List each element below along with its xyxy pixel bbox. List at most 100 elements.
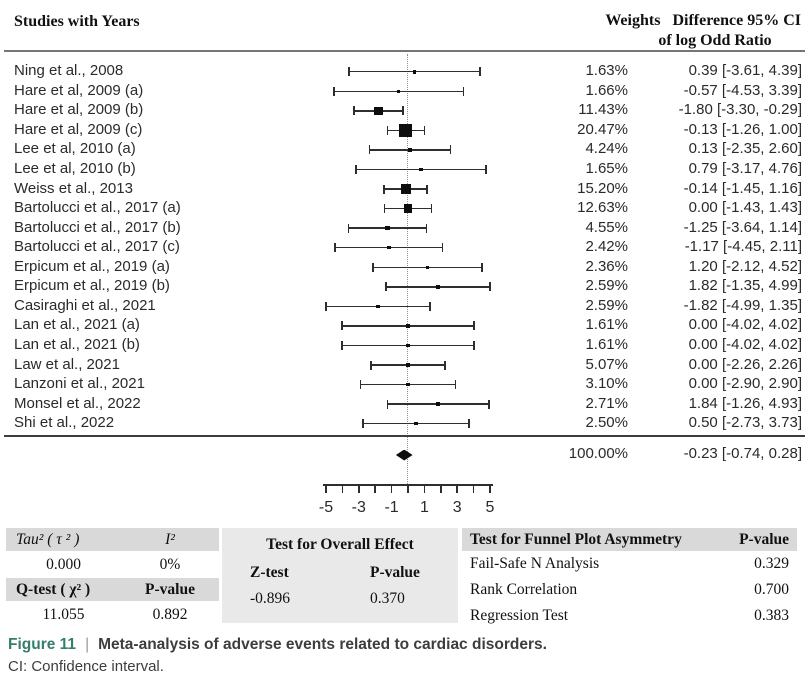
ci-cap-right <box>402 106 405 116</box>
x-axis-tick <box>456 485 458 493</box>
weight-value: 4.55% <box>585 218 628 236</box>
caption-separator: | <box>85 636 90 653</box>
fail-safe-label: Fail-Safe N Analysis <box>470 555 600 572</box>
caption-note: CI: Confidence interval. <box>8 658 164 675</box>
weight-value: 3.10% <box>585 375 628 393</box>
tau-squared-value: 0.000 <box>46 555 81 573</box>
x-axis-tick-label: -5 <box>318 499 334 516</box>
study-label: Hare et al, 2009 (a) <box>14 81 144 99</box>
study-label: Casiraghi et al., 2021 <box>14 296 156 314</box>
weight-value: 11.43% <box>578 101 628 119</box>
regression-test-value: 0.383 <box>754 607 789 624</box>
point-estimate-marker <box>400 184 411 195</box>
ci-cap-right <box>479 67 481 77</box>
study-label: Hare et al, 2009 (c) <box>14 120 143 138</box>
difference-column-header-line2: of log Odd Ratio <box>658 32 772 49</box>
overall-effect-title: Test for Overall Effect <box>266 536 414 553</box>
weight-value: 1.61% <box>585 316 628 334</box>
ci-cap-right <box>449 145 452 155</box>
ci-cap-left <box>372 262 375 272</box>
x-axis-tick <box>407 485 409 493</box>
ci-cap-right <box>426 184 428 194</box>
ci-value: 0.79 [-3.17, 4.76] <box>688 160 802 178</box>
ci-cap-left <box>383 184 385 194</box>
point-estimate-marker <box>419 167 423 172</box>
ci-cap-left <box>325 301 327 311</box>
q-test-value: 11.055 <box>42 605 85 623</box>
study-label: Bartolucci et al., 2017 (a) <box>14 199 181 217</box>
x-axis-tick <box>472 485 475 493</box>
difference-column-header-line1: Difference 95% CI <box>672 12 801 29</box>
ci-value: -1.17 [-4.45, 2.11] <box>684 238 802 256</box>
z-test-value: -0.896 <box>250 590 291 607</box>
weight-value: 2.36% <box>585 257 628 275</box>
study-label: Bartolucci et al., 2017 (b) <box>14 218 181 236</box>
point-estimate-marker <box>374 106 383 115</box>
ci-value: 0.39 [-3.61, 4.39] <box>688 62 802 80</box>
ci-cap-right <box>481 262 483 272</box>
weights-column-header: Weights <box>605 12 661 29</box>
ci-cap-right <box>430 204 433 214</box>
weight-value: 15.20% <box>577 179 628 197</box>
point-estimate-marker <box>406 382 410 387</box>
study-label: Weiss et al., 2013 <box>14 179 133 197</box>
ci-value: 0.00 [-2.26, 2.26] <box>688 355 802 373</box>
point-estimate-marker <box>396 89 401 94</box>
point-estimate-marker <box>436 285 440 289</box>
ci-cap-right <box>429 301 431 311</box>
ci-value: 0.00 [-4.02, 4.02] <box>688 335 802 353</box>
study-label: Monsel et al., 2022 <box>14 394 141 412</box>
ci-value: 1.20 [-2.12, 4.52] <box>688 257 802 275</box>
weight-value: 2.50% <box>585 414 628 432</box>
weight-value: 2.59% <box>585 277 628 295</box>
study-label: Erpicum et al., 2019 (b) <box>14 277 170 295</box>
weight-value: 20.47% <box>577 120 628 138</box>
point-estimate-marker <box>403 204 413 213</box>
ci-cap-right <box>444 360 446 370</box>
x-axis-tick <box>358 485 360 493</box>
heterogeneity-table: Tau² ( τ ² ) I² 0.000 0% Q-test ( χ² ) P… <box>6 528 219 628</box>
ci-value: 0.13 [-2.35, 2.60] <box>688 140 802 158</box>
rank-correlation-label: Rank Correlation <box>470 581 578 598</box>
ci-value: 1.82 [-1.35, 4.99] <box>688 277 802 295</box>
weight-value: 2.59% <box>585 296 628 314</box>
weight-value: 4.24% <box>585 140 628 158</box>
ci-cap-left <box>359 380 362 390</box>
regression-test-label: Regression Test <box>470 607 569 624</box>
figure-number: Figure 11 <box>8 636 77 653</box>
study-label: Hare et al, 2009 (b) <box>14 101 144 119</box>
point-estimate-marker <box>412 70 417 74</box>
study-label: Shi et al., 2022 <box>14 414 115 432</box>
study-label: Lan et al., 2021 (a) <box>14 316 140 334</box>
point-estimate-marker <box>406 324 410 328</box>
i-squared-value: 0% <box>159 555 181 573</box>
weight-value: 1.66% <box>585 81 628 99</box>
point-estimate-marker <box>414 421 418 426</box>
ci-cap-left <box>347 223 350 233</box>
point-estimate-marker <box>405 362 411 368</box>
ci-value: -0.13 [-1.26, 1.00] <box>683 120 802 138</box>
study-label: Ning et al., 2008 <box>14 62 124 80</box>
weight-value: 1.61% <box>585 335 628 353</box>
ci-cap-left <box>385 282 387 292</box>
weight-value: 1.65% <box>585 160 628 178</box>
ci-cap-left <box>362 419 365 429</box>
summary-ci-value: -0.23 [-0.74, 0.28] <box>683 445 802 462</box>
point-estimate-marker <box>425 265 430 270</box>
point-estimate-marker <box>387 245 391 250</box>
x-axis-tick-label: 5 <box>485 499 495 516</box>
ci-value: 0.00 [-2.90, 2.90] <box>688 375 802 393</box>
ci-value: 0.00 [-4.02, 4.02] <box>688 316 802 334</box>
ci-cap-right <box>468 419 470 429</box>
overall-p-value: 0.370 <box>370 590 405 607</box>
weight-value: 2.71% <box>585 394 628 412</box>
x-axis-tick <box>325 485 327 493</box>
caption-title: Meta-analysis of adverse events related … <box>98 636 547 653</box>
header-divider-rule <box>4 50 805 52</box>
point-estimate-marker <box>406 343 410 348</box>
zero-reference-dotted-line <box>407 54 408 486</box>
overall-p-label: P-value <box>370 564 420 581</box>
x-axis-tick <box>390 485 393 493</box>
study-label: Law et al., 2021 <box>14 355 120 373</box>
